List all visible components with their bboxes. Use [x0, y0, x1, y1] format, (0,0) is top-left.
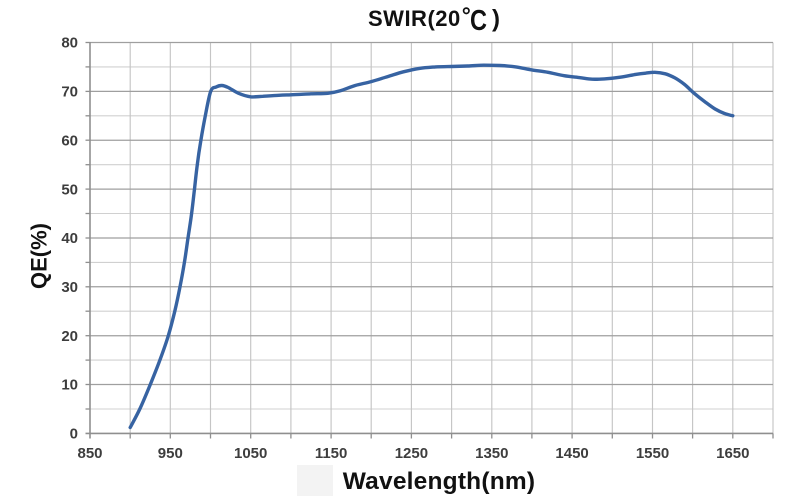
svg-text:Wavelength(nm): Wavelength(nm) — [343, 468, 535, 495]
svg-text:1450: 1450 — [555, 445, 588, 462]
svg-text:950: 950 — [158, 445, 183, 462]
svg-text:1250: 1250 — [395, 445, 428, 462]
svg-text:20: 20 — [61, 328, 78, 345]
svg-text:0: 0 — [70, 426, 78, 443]
svg-text:QE(%): QE(%) — [27, 223, 52, 289]
svg-text:10: 10 — [61, 377, 78, 394]
svg-text:SWIR(20: SWIR(20 — [368, 6, 461, 31]
svg-text:50: 50 — [61, 181, 78, 198]
svg-text:1150: 1150 — [315, 445, 348, 462]
svg-text:80: 80 — [61, 35, 78, 52]
svg-text:70: 70 — [61, 84, 78, 101]
svg-text:1050: 1050 — [234, 445, 267, 462]
svg-text:C: C — [470, 5, 487, 37]
svg-text:1350: 1350 — [475, 445, 508, 462]
svg-text:1650: 1650 — [716, 445, 749, 462]
svg-text:40: 40 — [61, 230, 78, 247]
svg-text:60: 60 — [61, 132, 78, 149]
svg-text:1550: 1550 — [636, 445, 669, 462]
svg-text:30: 30 — [61, 279, 78, 296]
svg-text:850: 850 — [77, 445, 102, 462]
svg-text:): ) — [492, 6, 500, 33]
